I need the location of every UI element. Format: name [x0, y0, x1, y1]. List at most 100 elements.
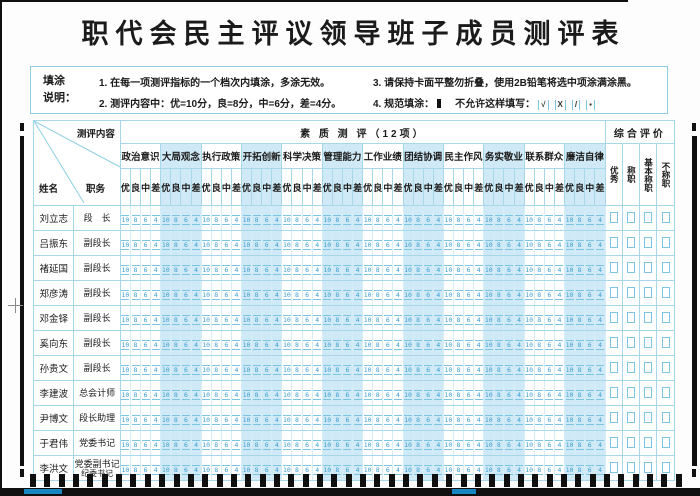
score-bubble[interactable]: 4 [555, 415, 564, 425]
score-bubble[interactable]: 6 [181, 240, 190, 250]
score-bubble[interactable]: 8 [575, 415, 584, 425]
score-bubble[interactable]: 10 [242, 290, 251, 300]
score-bubble[interactable]: 10 [323, 365, 332, 375]
score-bubble[interactable]: 6 [343, 390, 352, 400]
score-bubble[interactable]: 6 [303, 415, 312, 425]
score-bubble[interactable]: 6 [141, 390, 150, 400]
score-bubble[interactable]: 10 [565, 240, 574, 250]
eval-checkbox[interactable] [609, 212, 618, 224]
score-bubble[interactable]: 8 [333, 240, 342, 250]
score-bubble[interactable]: 8 [414, 390, 423, 400]
score-bubble[interactable]: 4 [151, 440, 160, 450]
score-bubble[interactable]: 8 [171, 290, 180, 300]
score-bubble[interactable]: 8 [535, 290, 544, 300]
score-bubble[interactable]: 8 [494, 415, 503, 425]
score-bubble[interactable]: 4 [555, 340, 564, 350]
score-bubble[interactable]: 8 [131, 215, 140, 225]
score-bubble[interactable]: 8 [293, 340, 302, 350]
score-bubble[interactable]: 8 [212, 440, 221, 450]
score-bubble[interactable]: 8 [414, 440, 423, 450]
score-bubble[interactable]: 8 [333, 315, 342, 325]
score-bubble[interactable]: 8 [333, 290, 342, 300]
score-bubble[interactable]: 4 [192, 290, 201, 300]
score-bubble[interactable]: 10 [444, 365, 453, 375]
eval-checkbox[interactable] [661, 312, 670, 324]
score-bubble[interactable]: 10 [202, 240, 211, 250]
score-bubble[interactable]: 6 [383, 315, 392, 325]
score-bubble[interactable]: 8 [293, 465, 302, 475]
score-bubble[interactable]: 8 [494, 290, 503, 300]
score-bubble[interactable]: 4 [353, 215, 362, 225]
score-bubble[interactable]: 10 [242, 440, 251, 450]
score-bubble[interactable]: 8 [252, 315, 261, 325]
score-bubble[interactable]: 10 [202, 365, 211, 375]
score-bubble[interactable]: 4 [353, 465, 362, 475]
score-bubble[interactable]: 4 [353, 265, 362, 275]
score-bubble[interactable]: 4 [555, 290, 564, 300]
score-bubble[interactable]: 4 [434, 390, 443, 400]
score-bubble[interactable]: 8 [575, 215, 584, 225]
score-bubble[interactable]: 8 [212, 290, 221, 300]
score-bubble[interactable]: 4 [151, 390, 160, 400]
score-bubble[interactable]: 8 [494, 265, 503, 275]
score-bubble[interactable]: 4 [434, 315, 443, 325]
score-bubble[interactable]: 6 [464, 365, 473, 375]
eval-checkbox[interactable] [627, 462, 636, 474]
score-bubble[interactable]: 8 [212, 465, 221, 475]
score-bubble[interactable]: 8 [535, 440, 544, 450]
score-bubble[interactable]: 10 [161, 215, 170, 225]
score-bubble[interactable]: 6 [383, 340, 392, 350]
score-bubble[interactable]: 6 [141, 365, 150, 375]
score-bubble[interactable]: 4 [151, 240, 160, 250]
score-bubble[interactable]: 8 [171, 215, 180, 225]
eval-checkbox[interactable] [661, 262, 670, 274]
score-bubble[interactable]: 4 [474, 240, 483, 250]
eval-checkbox[interactable] [627, 362, 636, 374]
score-bubble[interactable]: 10 [525, 365, 534, 375]
score-bubble[interactable]: 8 [575, 315, 584, 325]
score-bubble[interactable]: 4 [192, 265, 201, 275]
score-bubble[interactable]: 4 [151, 215, 160, 225]
score-bubble[interactable]: 10 [444, 340, 453, 350]
score-bubble[interactable]: 8 [333, 365, 342, 375]
eval-checkbox[interactable] [644, 387, 653, 399]
eval-checkbox[interactable] [627, 212, 636, 224]
score-bubble[interactable]: 10 [161, 290, 170, 300]
score-bubble[interactable]: 10 [484, 415, 493, 425]
eval-checkbox[interactable] [609, 462, 618, 474]
score-bubble[interactable]: 10 [484, 215, 493, 225]
score-bubble[interactable]: 6 [141, 340, 150, 350]
eval-checkbox[interactable] [661, 462, 670, 474]
score-bubble[interactable]: 8 [171, 365, 180, 375]
score-bubble[interactable]: 8 [131, 415, 140, 425]
score-bubble[interactable]: 4 [474, 340, 483, 350]
score-bubble[interactable]: 10 [202, 290, 211, 300]
score-bubble[interactable]: 4 [393, 365, 402, 375]
score-bubble[interactable]: 8 [252, 215, 261, 225]
eval-checkbox[interactable] [627, 437, 636, 449]
score-bubble[interactable]: 4 [353, 290, 362, 300]
score-bubble[interactable]: 8 [454, 340, 463, 350]
score-bubble[interactable]: 4 [151, 415, 160, 425]
score-bubble[interactable]: 8 [293, 215, 302, 225]
score-bubble[interactable]: 4 [555, 390, 564, 400]
score-bubble[interactable]: 8 [373, 240, 382, 250]
score-bubble[interactable]: 4 [313, 290, 322, 300]
score-bubble[interactable]: 10 [444, 415, 453, 425]
score-bubble[interactable]: 6 [424, 215, 433, 225]
score-bubble[interactable]: 8 [414, 315, 423, 325]
score-bubble[interactable]: 8 [373, 440, 382, 450]
score-bubble[interactable]: 4 [272, 215, 281, 225]
score-bubble[interactable]: 10 [161, 440, 170, 450]
score-bubble[interactable]: 4 [313, 240, 322, 250]
score-bubble[interactable]: 8 [131, 290, 140, 300]
score-bubble[interactable]: 8 [454, 415, 463, 425]
score-bubble[interactable]: 6 [222, 465, 231, 475]
eval-checkbox[interactable] [644, 287, 653, 299]
eval-checkbox[interactable] [627, 312, 636, 324]
score-bubble[interactable]: 4 [151, 265, 160, 275]
score-bubble[interactable]: 10 [202, 390, 211, 400]
score-bubble[interactable]: 6 [262, 315, 271, 325]
score-bubble[interactable]: 4 [272, 290, 281, 300]
score-bubble[interactable]: 8 [454, 215, 463, 225]
